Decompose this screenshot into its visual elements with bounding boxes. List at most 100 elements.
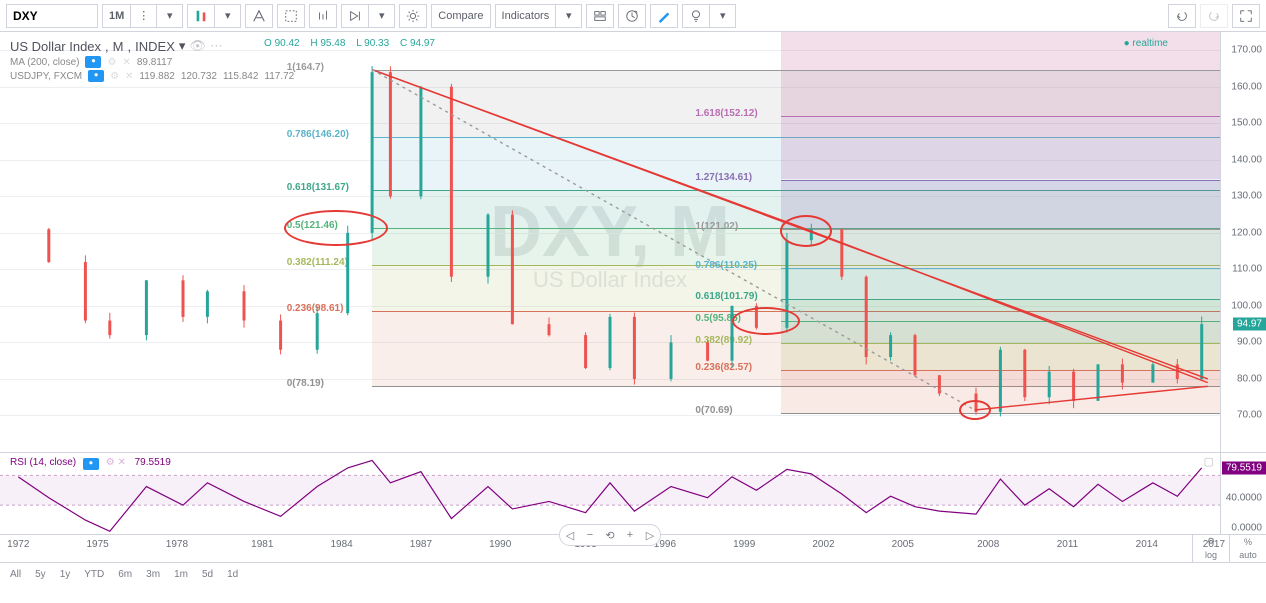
- rsi-tick: 0.0000: [1231, 522, 1262, 533]
- rsi-last: 79.5519: [1222, 462, 1266, 475]
- realtime-badge: realtime: [1124, 38, 1168, 49]
- time-tick: 1978: [166, 539, 188, 550]
- ma-value: 89.8117: [137, 57, 172, 68]
- chart-legend: US Dollar Index, M, INDEX ▾ 👁 ⋯ MA (200,…: [10, 38, 294, 82]
- compare-v3: 115.842: [223, 71, 258, 82]
- rsi-collapse-icon[interactable]: ▢: [1204, 455, 1214, 468]
- range-button-all[interactable]: All: [4, 567, 27, 582]
- idea-dropdown[interactable]: ▾: [710, 4, 736, 28]
- replay-dropdown[interactable]: ▾: [369, 4, 395, 28]
- zoom-in-icon[interactable]: +: [620, 525, 640, 545]
- range-button-5y[interactable]: 5y: [29, 567, 52, 582]
- compare-close-icon[interactable]: ✕: [125, 71, 133, 82]
- range-bar: All5y1yYTD6m3m1m5d1d: [0, 562, 1266, 586]
- annotation-ellipse[interactable]: [284, 210, 388, 246]
- interval-button[interactable]: 1M: [102, 4, 131, 28]
- trendline[interactable]: [372, 70, 975, 410]
- indicators-button[interactable]: Indicators: [495, 4, 557, 28]
- legend-name: US Dollar Index: [10, 39, 101, 54]
- scroll-left-icon[interactable]: ◁: [560, 525, 580, 545]
- alert-icon[interactable]: [618, 4, 646, 28]
- ma-settings-icon[interactable]: ⚙: [107, 57, 116, 68]
- time-tick: 2011: [1057, 539, 1079, 550]
- trendline[interactable]: [975, 386, 1208, 410]
- ohlc-readout: O 90.42 H 95.48 L 90.33 C 94.97: [264, 38, 443, 49]
- rsi-axis[interactable]: 40.0000 0.0000 79.5519: [1220, 453, 1266, 534]
- compare-v2: 120.732: [181, 71, 217, 82]
- time-tick: 2017: [1203, 539, 1225, 550]
- replay-icon[interactable]: [341, 4, 369, 28]
- menu-dots-icon[interactable]: ⋯: [210, 38, 223, 54]
- eye-icon[interactable]: 👁: [189, 38, 206, 54]
- indicators-dropdown[interactable]: ▾: [556, 4, 582, 28]
- ma-label: MA (200, close): [10, 57, 79, 68]
- scroll-right-icon[interactable]: ▷: [640, 525, 660, 545]
- zoom-controls: ◁ − ⟲ + ▷: [559, 524, 661, 546]
- tool-a-icon[interactable]: [245, 4, 273, 28]
- log-button[interactable]: log: [1193, 549, 1229, 563]
- zoom-reset-icon[interactable]: ⟲: [600, 525, 620, 545]
- zoom-out-icon[interactable]: −: [580, 525, 600, 545]
- annotation-ellipse[interactable]: [732, 307, 800, 335]
- time-tick: 1987: [410, 539, 432, 550]
- price-last-label: 94.97: [1233, 318, 1266, 331]
- range-button-5d[interactable]: 5d: [196, 567, 219, 582]
- range-button-1m[interactable]: 1m: [168, 567, 194, 582]
- chevron-down-icon[interactable]: ▾: [179, 38, 186, 54]
- annotation-ellipse[interactable]: [959, 400, 991, 420]
- interval-dropdown-button[interactable]: ▾: [157, 4, 183, 28]
- auto-button[interactable]: auto: [1229, 549, 1266, 563]
- time-tick: 2008: [977, 539, 999, 550]
- range-button-ytd[interactable]: YTD: [78, 567, 110, 582]
- chart-style-dropdown[interactable]: ▾: [215, 4, 241, 28]
- price-tick: 100.00: [1231, 300, 1262, 311]
- compare-settings-icon[interactable]: ⚙: [110, 71, 119, 82]
- top-toolbar: 1M ⋮ ▾ ▾ ▾ Compare Indicators ▾ ▾: [0, 0, 1266, 32]
- settings-icon[interactable]: [399, 4, 427, 28]
- time-tick: 1984: [330, 539, 352, 550]
- fractal-icon[interactable]: [309, 4, 337, 28]
- range-button-3m[interactable]: 3m: [140, 567, 166, 582]
- ohlc-c: 94.97: [410, 38, 435, 49]
- price-tick: 110.00: [1232, 264, 1262, 275]
- candles-icon[interactable]: [187, 4, 215, 28]
- ohlc-l: 90.33: [364, 38, 389, 49]
- main-chart[interactable]: DXY, M US Dollar Index 0(78.19)0.236(98.…: [0, 32, 1266, 452]
- legend-exchange: INDEX: [135, 39, 175, 54]
- time-tick: 1990: [489, 539, 511, 550]
- compare-label: USDJPY, FXCM: [10, 71, 82, 82]
- pct-button[interactable]: %: [1229, 535, 1266, 549]
- ohlc-h: 95.48: [320, 38, 345, 49]
- time-tick: 1981: [251, 539, 273, 550]
- symbol-input[interactable]: [6, 4, 98, 28]
- price-tick: 170.00: [1231, 45, 1262, 56]
- redo-icon[interactable]: [1200, 4, 1228, 28]
- legend-tf: M: [113, 39, 124, 54]
- rsi-panel[interactable]: RSI (14, close) ⚙ ✕ 79.5519 ◁ − ⟲ + ▷ ▢ …: [0, 452, 1266, 534]
- fullscreen-icon[interactable]: [1232, 4, 1260, 28]
- compare-button[interactable]: Compare: [431, 4, 490, 28]
- compare-v4: 117.72: [264, 71, 294, 82]
- interval-menu-button[interactable]: ⋮: [131, 4, 157, 28]
- idea-icon[interactable]: [682, 4, 710, 28]
- templates-icon[interactable]: [586, 4, 614, 28]
- price-tick: 150.00: [1231, 118, 1262, 129]
- time-tick: 2005: [892, 539, 914, 550]
- draw-icon[interactable]: [650, 4, 678, 28]
- ma-eye-icon[interactable]: [85, 56, 101, 68]
- time-tick: 1999: [733, 539, 755, 550]
- interval-label: 1M: [109, 10, 124, 22]
- undo-icon[interactable]: [1168, 4, 1196, 28]
- trendline[interactable]: [372, 70, 806, 230]
- range-button-1y[interactable]: 1y: [54, 567, 77, 582]
- range-button-1d[interactable]: 1d: [221, 567, 244, 582]
- select-icon[interactable]: [277, 4, 305, 28]
- compare-eye-icon[interactable]: [88, 70, 104, 82]
- range-button-6m[interactable]: 6m: [112, 567, 138, 582]
- price-axis[interactable]: 170.00160.00150.00140.00130.00120.00110.…: [1220, 32, 1266, 452]
- price-tick: 120.00: [1231, 227, 1262, 238]
- rsi-tick: 40.0000: [1226, 492, 1262, 503]
- time-tick: 1972: [7, 539, 29, 550]
- ma-close-icon[interactable]: ✕: [122, 57, 130, 68]
- ohlc-o: 90.42: [275, 38, 300, 49]
